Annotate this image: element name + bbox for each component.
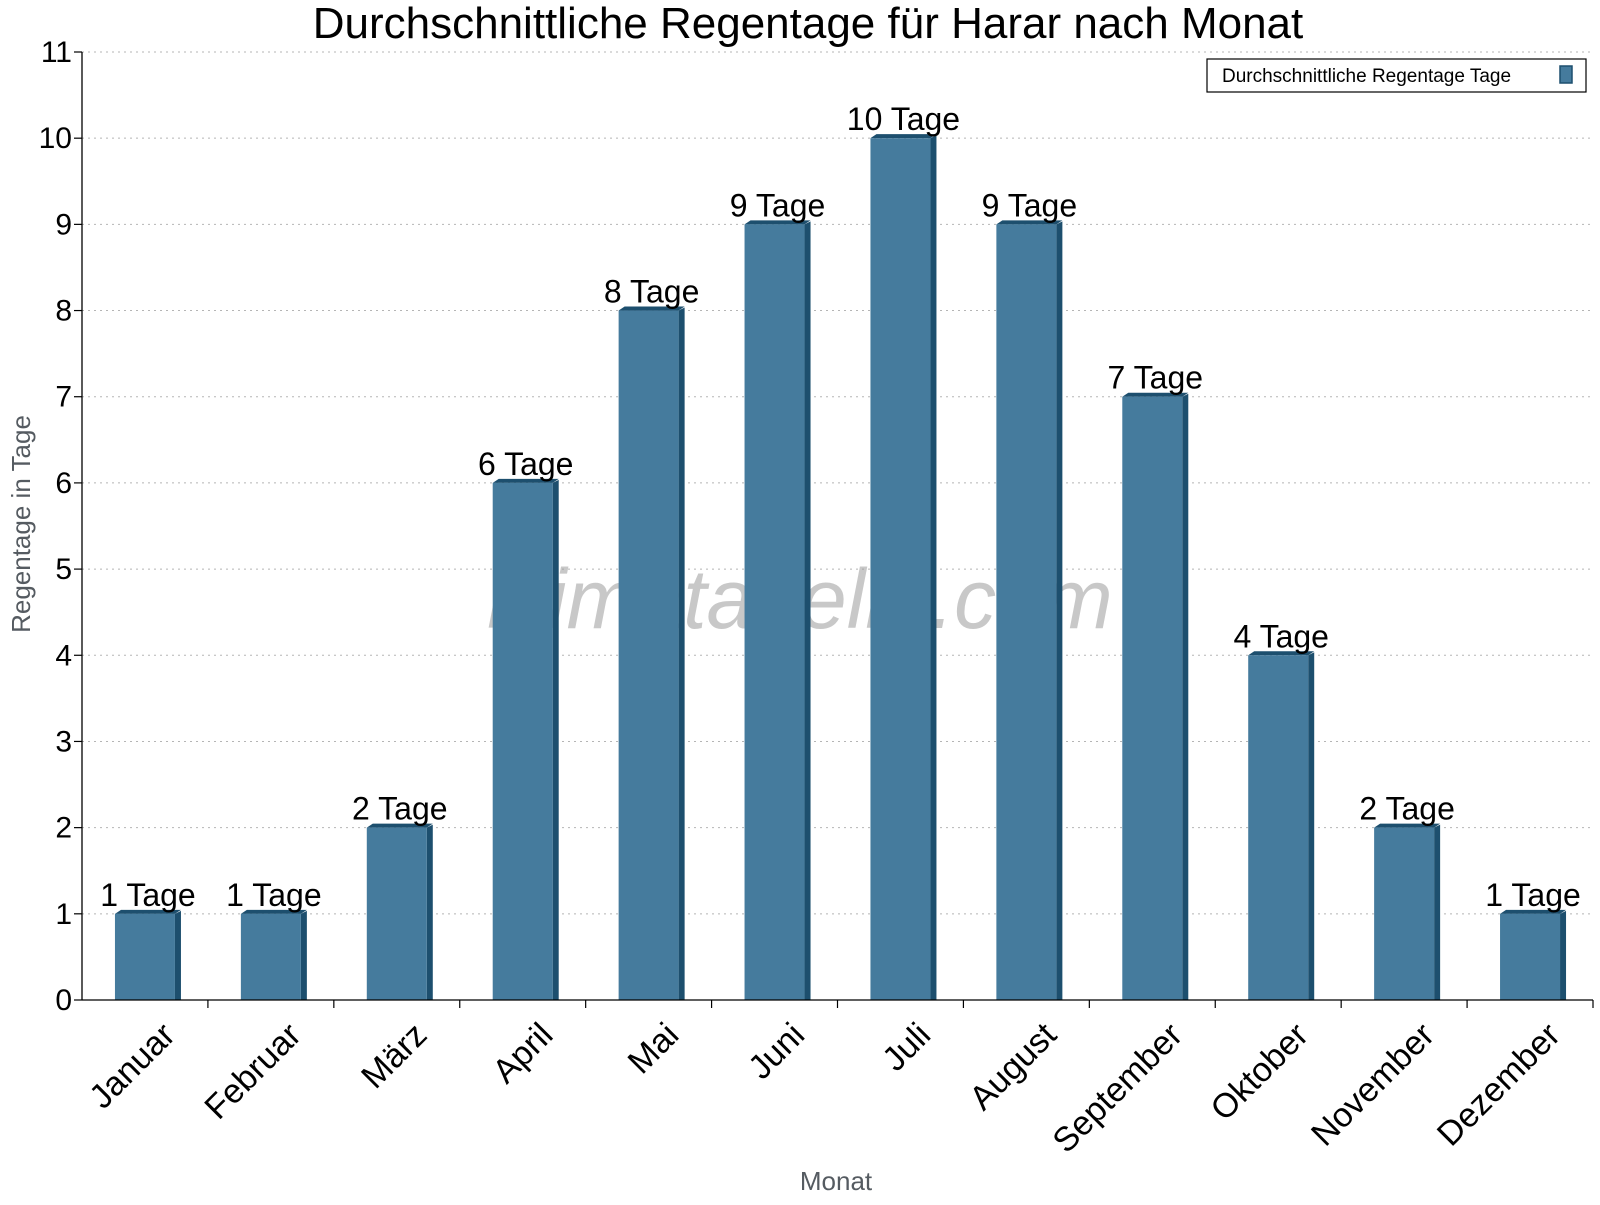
bar-april	[492, 482, 553, 1001]
y-axis-label: Regentage in Tage	[6, 415, 36, 633]
bar-top	[744, 220, 811, 225]
bar-dezember	[1500, 913, 1561, 1000]
y-tick-label: 11	[41, 36, 72, 69]
bar-februar	[240, 913, 301, 1000]
bar-august	[996, 224, 1057, 1000]
y-tick-label: 1	[55, 898, 72, 931]
bar-side	[678, 307, 685, 1001]
bar-top	[996, 220, 1063, 225]
bar-top	[870, 134, 937, 139]
y-tick-label: 8	[55, 295, 72, 328]
bar-top	[618, 306, 685, 311]
y-tick-label: 2	[55, 812, 72, 845]
x-tick-label: November	[1304, 1016, 1442, 1154]
bar-november	[1374, 827, 1435, 1000]
bar-januar	[114, 913, 175, 1000]
bar-side	[1434, 824, 1441, 1000]
data-label: 1 Tage	[226, 877, 322, 913]
bar-side	[1560, 910, 1567, 1000]
bar-top	[114, 909, 181, 914]
bar-side	[804, 221, 811, 1000]
x-tick-label: Juni	[741, 1016, 812, 1087]
bar-märz	[366, 827, 427, 1000]
data-label: 2 Tage	[352, 791, 448, 827]
x-tick-label: April	[485, 1016, 560, 1091]
data-label: 1 Tage	[100, 877, 196, 913]
y-tick-label: 7	[55, 381, 72, 414]
x-tick-label: März	[354, 1016, 434, 1096]
bar-side	[1182, 393, 1189, 1000]
y-tick-label: 0	[55, 984, 72, 1017]
bar-top	[492, 478, 559, 483]
bar-side	[1056, 221, 1063, 1000]
data-label: 2 Tage	[1359, 791, 1455, 827]
bar-side	[174, 910, 181, 1000]
y-tick-label: 6	[55, 467, 72, 500]
data-label: 1 Tage	[1485, 877, 1581, 913]
bar-top	[240, 909, 307, 914]
x-tick-label: Dezember	[1430, 1016, 1568, 1154]
y-tick-label: 10	[39, 122, 72, 155]
x-tick-label: August	[962, 1015, 1064, 1117]
y-tick-label: 5	[55, 553, 72, 586]
bar-oktober	[1248, 655, 1309, 1000]
x-tick-label: Februar	[197, 1016, 308, 1127]
bars	[114, 134, 1567, 1001]
y-tick-label: 3	[55, 725, 72, 758]
data-labels: 1 Tage 1 Tage 2 Tage 6 Tage 8 Tage 9 Tage 10 T…	[100, 101, 1581, 913]
legend: Durchschnittliche Regentage Tage	[1206, 58, 1587, 93]
bar-top	[1374, 823, 1441, 828]
legend-label: Durchschnittliche Regentage Tage	[1222, 66, 1511, 87]
data-label: 9 Tage	[730, 187, 826, 223]
x-axis-label: Monat	[800, 1166, 873, 1196]
bar-top	[1122, 392, 1189, 397]
bar-side	[930, 135, 937, 1000]
legend-swatch	[1559, 65, 1573, 84]
x-tick-label: Januar	[82, 1016, 182, 1116]
bar-juni	[744, 224, 805, 1000]
data-label: 9 Tage	[982, 187, 1078, 223]
bar-top	[1248, 651, 1315, 656]
bar-top	[366, 823, 433, 828]
gridlines	[82, 51, 1593, 915]
x-tick-label: September	[1045, 1016, 1189, 1160]
bar-side	[300, 910, 307, 1000]
bar-side	[552, 479, 559, 1001]
x-tick-label: Juli	[875, 1016, 938, 1079]
x-tick-label: Mai	[621, 1016, 687, 1082]
bar-side	[1308, 652, 1315, 1000]
x-tick-label: Oktober	[1203, 1016, 1315, 1128]
data-label: 6 Tage	[478, 446, 574, 482]
data-label: 10 Tage	[847, 101, 960, 137]
bar-september	[1122, 396, 1183, 1000]
legend-box	[1206, 58, 1587, 93]
data-label: 4 Tage	[1233, 618, 1329, 654]
bar-side	[426, 824, 433, 1000]
bar-mai	[618, 310, 679, 1001]
y-tick-label: 9	[55, 208, 72, 241]
bar-juli	[870, 138, 931, 1000]
bar-top	[1500, 909, 1567, 914]
data-label: 7 Tage	[1108, 360, 1204, 396]
data-label: 8 Tage	[604, 274, 700, 310]
y-tick-label: 4	[55, 639, 72, 672]
chart-title: Durchschnittliche Regentage für Harar na…	[313, 0, 1304, 48]
